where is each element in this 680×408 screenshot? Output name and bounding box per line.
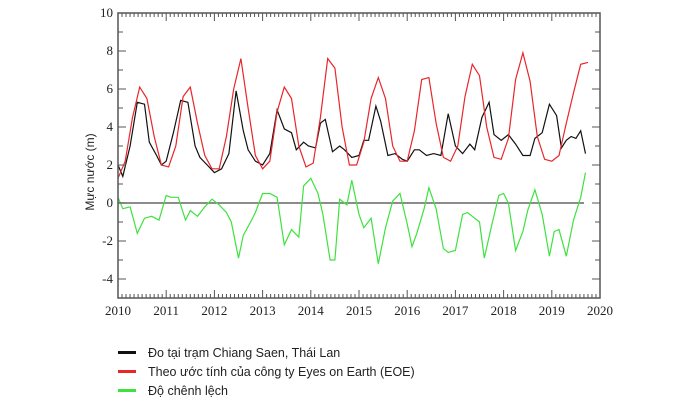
- x-tick-label: 2010: [105, 303, 131, 318]
- legend-item-station: Đo tại trạm Chiang Saen, Thái Lan: [118, 343, 415, 362]
- x-tick-label: 2012: [201, 303, 227, 318]
- x-tick-label: 2015: [346, 303, 372, 318]
- x-tick-label: 2017: [442, 303, 469, 318]
- x-tick-label: 2013: [250, 303, 276, 318]
- y-tick-label: -4: [102, 271, 113, 286]
- y-tick-label: 10: [100, 5, 113, 20]
- series-line-station: [117, 90, 587, 179]
- y-tick-label: 4: [107, 119, 114, 134]
- x-tick-label: 2018: [491, 303, 517, 318]
- y-axis-label: Mực nước (m): [83, 133, 97, 210]
- legend-label: Đo tại trạm Chiang Saen, Thái Lan: [148, 345, 341, 360]
- series-line-diff: [117, 172, 587, 264]
- series-line-eoe: [117, 50, 589, 179]
- legend-item-eoe: Theo ước tính của công ty Eyes on Earth …: [118, 362, 415, 381]
- legend-swatch-diff: [118, 389, 136, 392]
- y-tick-label: 8: [107, 43, 114, 58]
- legend-label: Độ chênh lệch: [148, 383, 228, 398]
- legend-item-diff: Độ chênh lệch: [118, 381, 415, 400]
- legend-swatch-eoe: [118, 370, 136, 373]
- legend: Đo tại trạm Chiang Saen, Thái Lan Theo ư…: [118, 343, 415, 400]
- x-tick-label: 2011: [153, 303, 179, 318]
- legend-label: Theo ước tính của công ty Eyes on Earth …: [148, 364, 415, 379]
- x-tick-label: 2020: [587, 303, 613, 318]
- x-tick-label: 2014: [298, 303, 325, 318]
- x-tick-label: 2016: [394, 303, 421, 318]
- y-tick-label: 0: [107, 195, 114, 210]
- y-tick-label: 2: [107, 157, 114, 172]
- y-tick-label: -2: [102, 233, 113, 248]
- legend-swatch-station: [118, 351, 136, 354]
- x-tick-label: 2019: [539, 303, 565, 318]
- y-tick-label: 6: [107, 81, 114, 96]
